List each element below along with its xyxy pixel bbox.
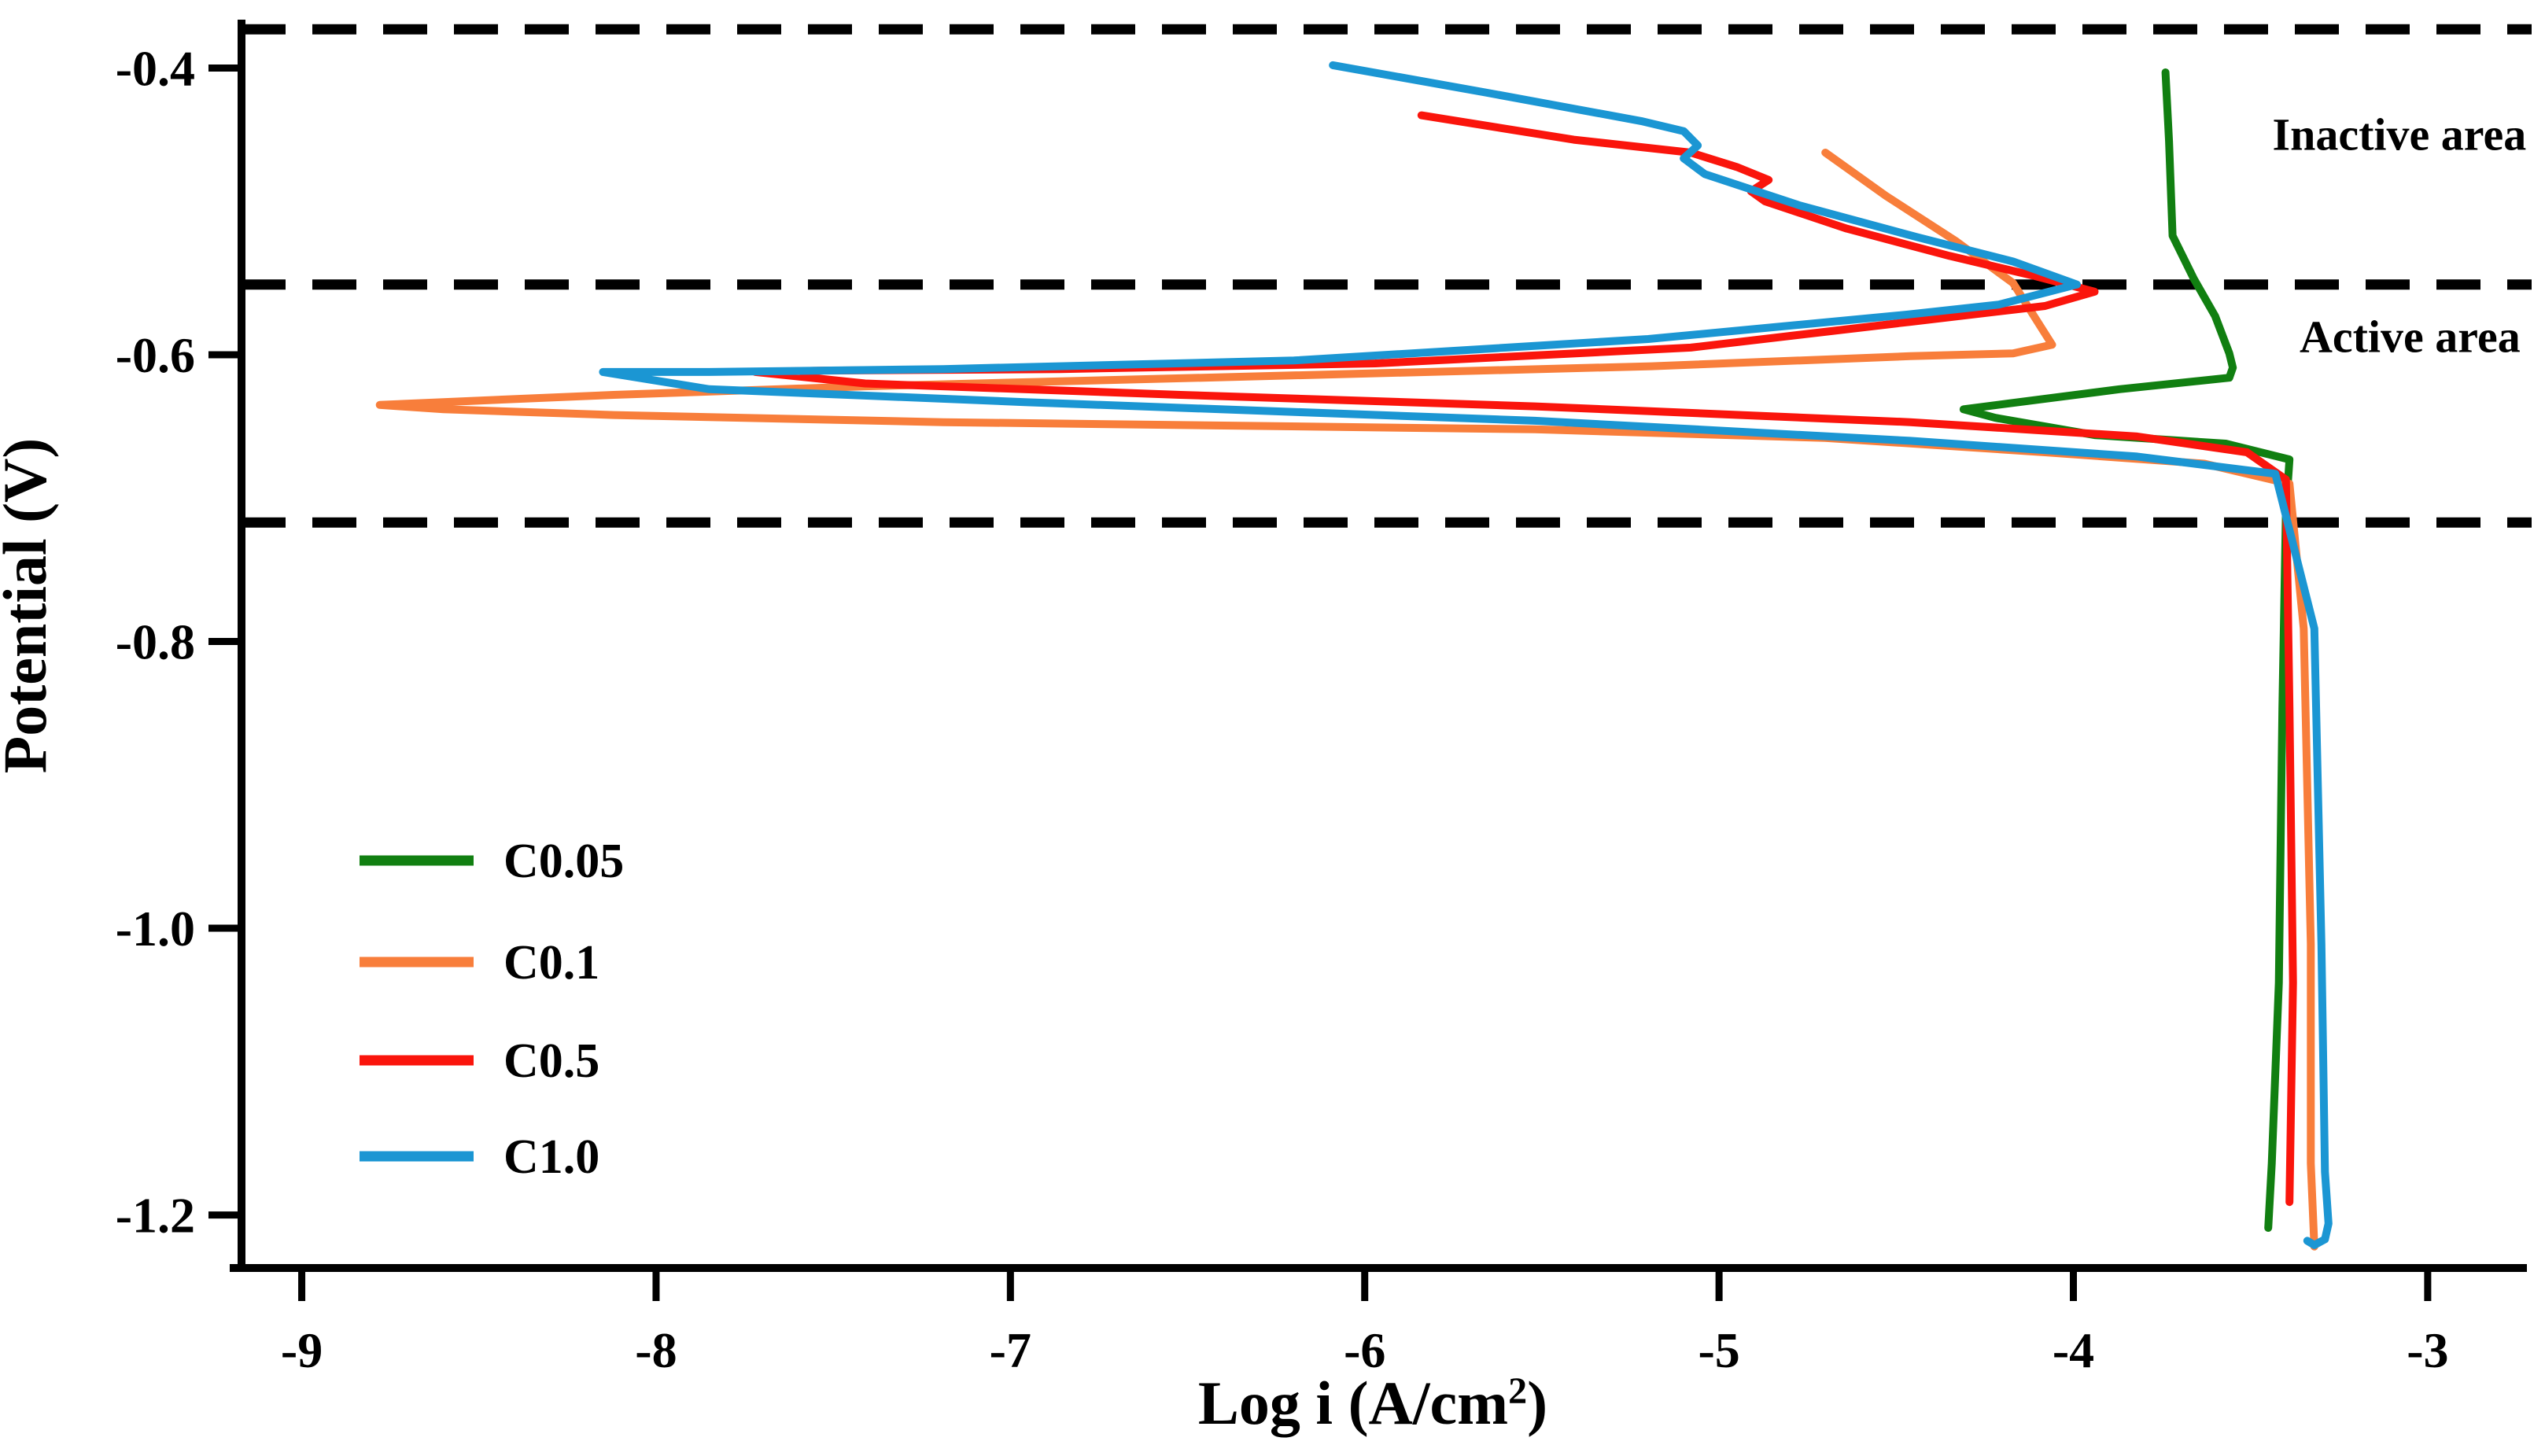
x-tick-label: -3: [2407, 1322, 2448, 1378]
y-tick-label: -0.8: [116, 614, 195, 670]
x-tick-label: -7: [990, 1322, 1031, 1378]
x-tick-label: -4: [2053, 1322, 2094, 1378]
y-axis-title: Potential (V): [0, 438, 59, 774]
legend-item-C0.05: C0.05: [360, 835, 624, 888]
annotation-inactive-area: Inactive area: [2273, 109, 2527, 160]
area-annotations: Inactive area Active area: [2273, 109, 2527, 362]
x-axis-ticks: -9 -8 -7 -6 -5 -4 -3: [281, 1268, 2449, 1378]
x-tick-label: -8: [635, 1322, 677, 1378]
x-axis-title-close: ): [1527, 1369, 1547, 1437]
curve-C0.05: [1959, 68, 2294, 1232]
data-curves: [375, 61, 2333, 1251]
legend-label: C1.0: [503, 1130, 599, 1184]
legend: C0.05 C0.1 C0.5 C1.0: [360, 835, 624, 1184]
legend-item-C0.1: C0.1: [360, 936, 599, 990]
x-axis-title-main: Log i (A/cm: [1198, 1369, 1508, 1437]
dashed-guide-lines: [242, 24, 2532, 528]
y-axis-ticks: -0.4 -0.6 -0.8 -1.0 -1.2: [116, 41, 242, 1244]
x-tick-label: -9: [281, 1322, 323, 1378]
x-tick-label: -5: [1698, 1322, 1739, 1378]
legend-label: C0.1: [503, 936, 599, 990]
legend-item-C1.0: C1.0: [360, 1130, 599, 1184]
y-tick-label: -0.6: [116, 327, 195, 383]
x-axis-title-superscript: 2: [1508, 1370, 1527, 1412]
x-axis-title: Log i (A/cm2): [1198, 1369, 1547, 1437]
legend-label: C0.5: [503, 1034, 599, 1088]
axes: -9 -8 -7 -6 -5 -4 -3 -0.4 -0.6 -0.8 -1.0 -1.2: [116, 20, 2527, 1378]
y-tick-label: -1.2: [116, 1188, 195, 1244]
curve-C0.1: [375, 149, 2318, 1251]
curve-C0.5: [751, 111, 2297, 1207]
y-tick-label: -0.4: [116, 41, 195, 97]
curve-C1.0: [599, 61, 2333, 1249]
legend-item-C0.5: C0.5: [360, 1034, 599, 1088]
legend-label: C0.05: [503, 835, 624, 888]
x-tick-label: -6: [1344, 1322, 1385, 1378]
y-tick-label: -1.0: [116, 901, 195, 957]
annotation-active-area: Active area: [2300, 311, 2521, 362]
